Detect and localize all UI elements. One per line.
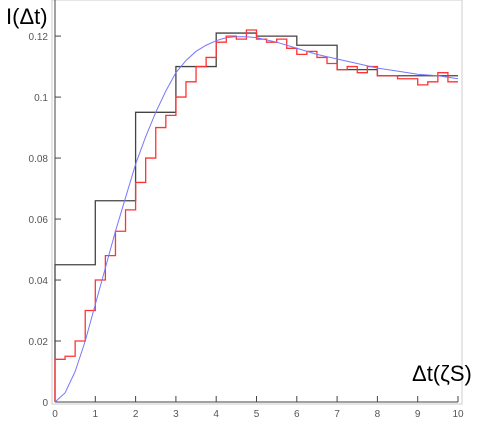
x-tick-label: 10 <box>452 409 464 420</box>
x-tick-label: 3 <box>173 409 179 420</box>
x-tick-label: 2 <box>133 409 139 420</box>
x-tick-label: 8 <box>375 409 381 420</box>
plot-frame <box>51 0 463 405</box>
x-tick-label: 6 <box>294 409 300 420</box>
x-axis-title: Δt(ζS) <box>412 361 472 386</box>
y-tick-label: 0.08 <box>29 154 49 165</box>
ticks: 0 1 2 3 4 5 6 7 8 9 10 0 0.02 0.04 0.06 0.08 0.1 0.12 <box>29 32 464 420</box>
y-tick-label: 0.02 <box>29 337 49 348</box>
y-tick-label: 0.06 <box>29 215 49 226</box>
y-tick-label: 0 <box>42 398 48 409</box>
x-tick-label: 9 <box>415 409 421 420</box>
histogram-series-1 <box>54 29 458 402</box>
y-tick-label: 0.12 <box>29 32 49 43</box>
x-tick-label: 7 <box>334 409 340 420</box>
x-tick-label: 4 <box>213 409 219 420</box>
histogram-series-0 <box>54 32 458 402</box>
x-tick-label: 5 <box>254 409 260 420</box>
series-layer <box>54 29 459 403</box>
fit-curve <box>54 36 459 403</box>
y-axis-title: I(Δt) <box>6 4 48 29</box>
y-tick-label: 0.04 <box>29 276 49 287</box>
x-tick-label: 0 <box>52 409 58 420</box>
y-tick-label: 0.1 <box>34 93 48 104</box>
x-tick-label: 1 <box>93 409 99 420</box>
